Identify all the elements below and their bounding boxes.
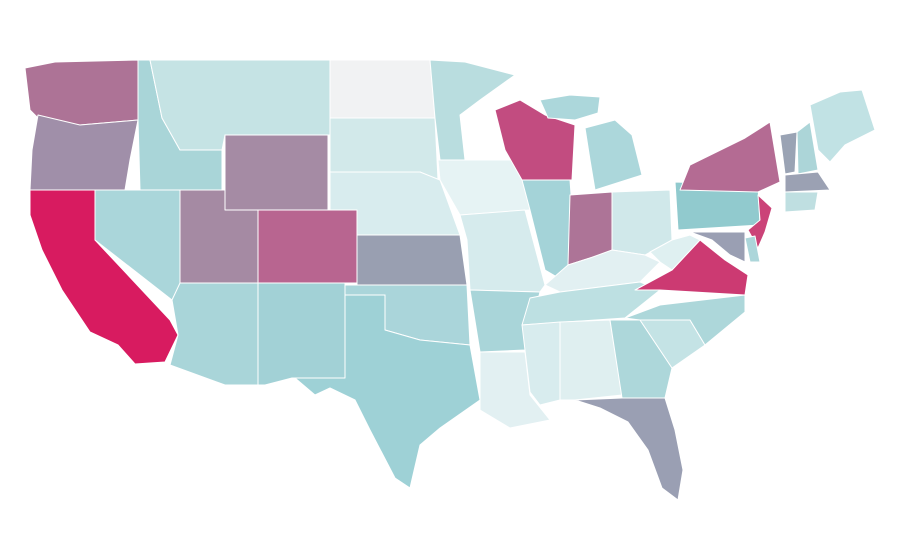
state	[329, 59, 436, 119]
state	[29, 114, 139, 191]
state	[559, 319, 623, 401]
state	[24, 59, 139, 126]
state	[356, 234, 468, 286]
state	[329, 117, 439, 181]
state	[747, 194, 773, 249]
state	[609, 319, 673, 399]
state	[224, 134, 329, 211]
state	[679, 121, 781, 193]
state	[744, 235, 761, 263]
state	[574, 397, 684, 501]
states	[24, 59, 876, 501]
state	[429, 59, 516, 161]
state	[294, 294, 481, 489]
state	[169, 282, 259, 386]
state	[257, 209, 358, 284]
state	[494, 99, 576, 181]
state	[624, 294, 746, 346]
state	[796, 121, 819, 175]
state	[689, 231, 746, 263]
state	[784, 191, 819, 213]
state	[779, 131, 798, 175]
state	[459, 209, 546, 293]
state	[649, 234, 701, 271]
state	[521, 321, 561, 406]
state	[784, 171, 831, 193]
state	[584, 119, 643, 191]
state	[539, 94, 601, 121]
state	[257, 282, 346, 386]
state	[809, 89, 876, 163]
